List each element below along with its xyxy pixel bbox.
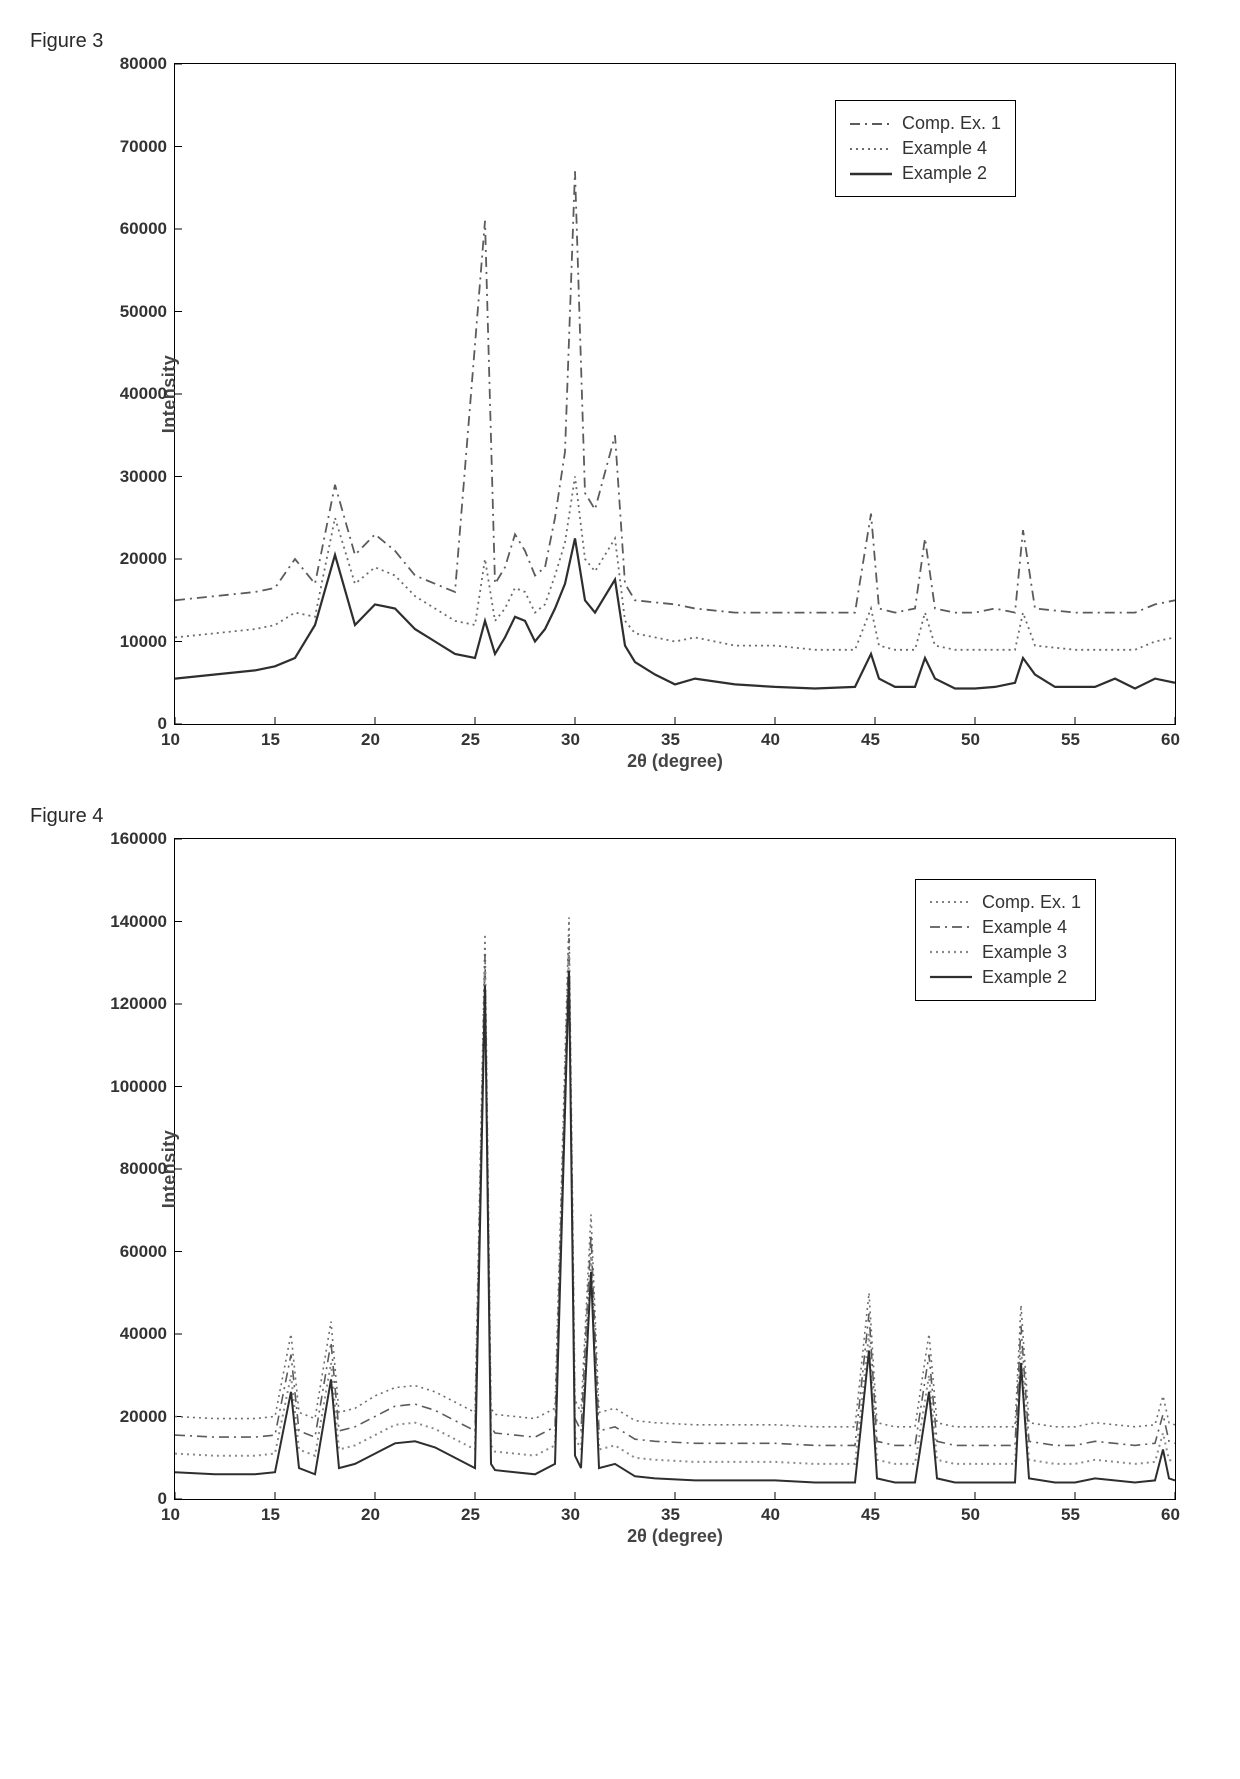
legend-swatch bbox=[930, 894, 972, 910]
x-tick-label: 40 bbox=[761, 730, 780, 750]
y-tick-label: 20000 bbox=[95, 549, 167, 569]
y-tick-label: 0 bbox=[95, 714, 167, 734]
legend-item: Comp. Ex. 1 bbox=[930, 892, 1081, 913]
x-tick-label: 20 bbox=[361, 730, 380, 750]
x-tick-label: 15 bbox=[261, 730, 280, 750]
x-tick-label: 60 bbox=[1161, 1505, 1180, 1525]
figure4-caption: Figure 4 bbox=[30, 805, 1210, 828]
y-tick-label: 160000 bbox=[95, 829, 167, 849]
figure4-xlabel: 2θ (degree) bbox=[627, 1526, 723, 1547]
y-tick-label: 70000 bbox=[95, 137, 167, 157]
y-tick-label: 40000 bbox=[95, 384, 167, 404]
legend-item: Example 4 bbox=[850, 138, 1001, 159]
series-example-2 bbox=[175, 538, 1175, 688]
x-tick-label: 50 bbox=[961, 1505, 980, 1525]
legend-item: Example 2 bbox=[850, 163, 1001, 184]
legend-swatch bbox=[850, 141, 892, 157]
x-tick-label: 15 bbox=[261, 1505, 280, 1525]
x-tick-label: 55 bbox=[1061, 730, 1080, 750]
x-tick-label: 30 bbox=[561, 1505, 580, 1525]
figure3-caption: Figure 3 bbox=[30, 30, 1210, 53]
legend-label: Comp. Ex. 1 bbox=[902, 113, 1001, 134]
legend-swatch bbox=[930, 919, 972, 935]
figure3-xlabel: 2θ (degree) bbox=[627, 751, 723, 772]
y-tick-label: 80000 bbox=[95, 1159, 167, 1179]
figure3-wrap: Intensity 2θ (degree) 101520253035404550… bbox=[140, 63, 1210, 725]
y-tick-label: 30000 bbox=[95, 467, 167, 487]
y-tick-label: 140000 bbox=[95, 912, 167, 932]
legend: Comp. Ex. 1 Example 4 Example 3 Example 2 bbox=[915, 879, 1096, 1001]
legend-label: Comp. Ex. 1 bbox=[982, 892, 1081, 913]
legend-item: Example 3 bbox=[930, 942, 1081, 963]
series-example-4 bbox=[175, 938, 1175, 1445]
figure4-chart: Intensity 2θ (degree) 101520253035404550… bbox=[174, 838, 1176, 1500]
y-tick-label: 0 bbox=[95, 1489, 167, 1509]
legend-swatch bbox=[850, 166, 892, 182]
x-tick-label: 25 bbox=[461, 730, 480, 750]
legend-label: Example 2 bbox=[982, 967, 1067, 988]
x-tick-label: 40 bbox=[761, 1505, 780, 1525]
legend-label: Example 3 bbox=[982, 942, 1067, 963]
x-tick-label: 20 bbox=[361, 1505, 380, 1525]
x-tick-label: 50 bbox=[961, 730, 980, 750]
figure3-chart: Intensity 2θ (degree) 101520253035404550… bbox=[174, 63, 1176, 725]
x-tick-label: 60 bbox=[1161, 730, 1180, 750]
y-tick-label: 40000 bbox=[95, 1324, 167, 1344]
figure4-wrap: Intensity 2θ (degree) 101520253035404550… bbox=[140, 838, 1210, 1500]
legend-item: Example 4 bbox=[930, 917, 1081, 938]
legend-label: Example 4 bbox=[902, 138, 987, 159]
x-tick-label: 45 bbox=[861, 1505, 880, 1525]
legend-item: Example 2 bbox=[930, 967, 1081, 988]
x-tick-label: 55 bbox=[1061, 1505, 1080, 1525]
y-tick-label: 60000 bbox=[95, 219, 167, 239]
legend-label: Example 2 bbox=[902, 163, 987, 184]
x-tick-label: 45 bbox=[861, 730, 880, 750]
y-tick-label: 100000 bbox=[95, 1077, 167, 1097]
x-tick-label: 35 bbox=[661, 1505, 680, 1525]
legend-swatch bbox=[850, 116, 892, 132]
legend: Comp. Ex. 1 Example 4 Example 2 bbox=[835, 100, 1016, 197]
x-tick-label: 35 bbox=[661, 730, 680, 750]
y-tick-label: 120000 bbox=[95, 994, 167, 1014]
series-example-3 bbox=[175, 955, 1175, 1464]
x-tick-label: 25 bbox=[461, 1505, 480, 1525]
y-tick-label: 60000 bbox=[95, 1242, 167, 1262]
x-tick-label: 30 bbox=[561, 730, 580, 750]
legend-swatch bbox=[930, 969, 972, 985]
y-tick-label: 20000 bbox=[95, 1407, 167, 1427]
plot-area bbox=[175, 64, 1175, 724]
series-comp.-ex.-1 bbox=[175, 171, 1175, 612]
legend-swatch bbox=[930, 944, 972, 960]
legend-label: Example 4 bbox=[982, 917, 1067, 938]
y-tick-label: 10000 bbox=[95, 632, 167, 652]
y-tick-label: 80000 bbox=[95, 54, 167, 74]
legend-item: Comp. Ex. 1 bbox=[850, 113, 1001, 134]
y-tick-label: 50000 bbox=[95, 302, 167, 322]
series-example-4 bbox=[175, 477, 1175, 650]
